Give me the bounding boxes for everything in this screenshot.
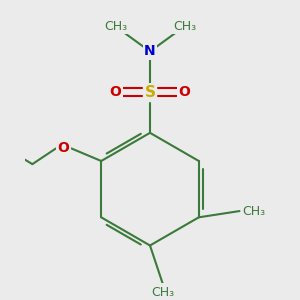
- Text: O: O: [178, 85, 190, 99]
- Text: N: N: [144, 44, 156, 58]
- Text: CH₃: CH₃: [243, 205, 266, 218]
- Text: CH₃: CH₃: [104, 20, 127, 33]
- Text: O: O: [110, 85, 122, 99]
- Text: CH₃: CH₃: [173, 20, 196, 33]
- Text: CH₃: CH₃: [151, 286, 174, 299]
- Text: S: S: [145, 85, 155, 100]
- Text: O: O: [58, 142, 70, 155]
